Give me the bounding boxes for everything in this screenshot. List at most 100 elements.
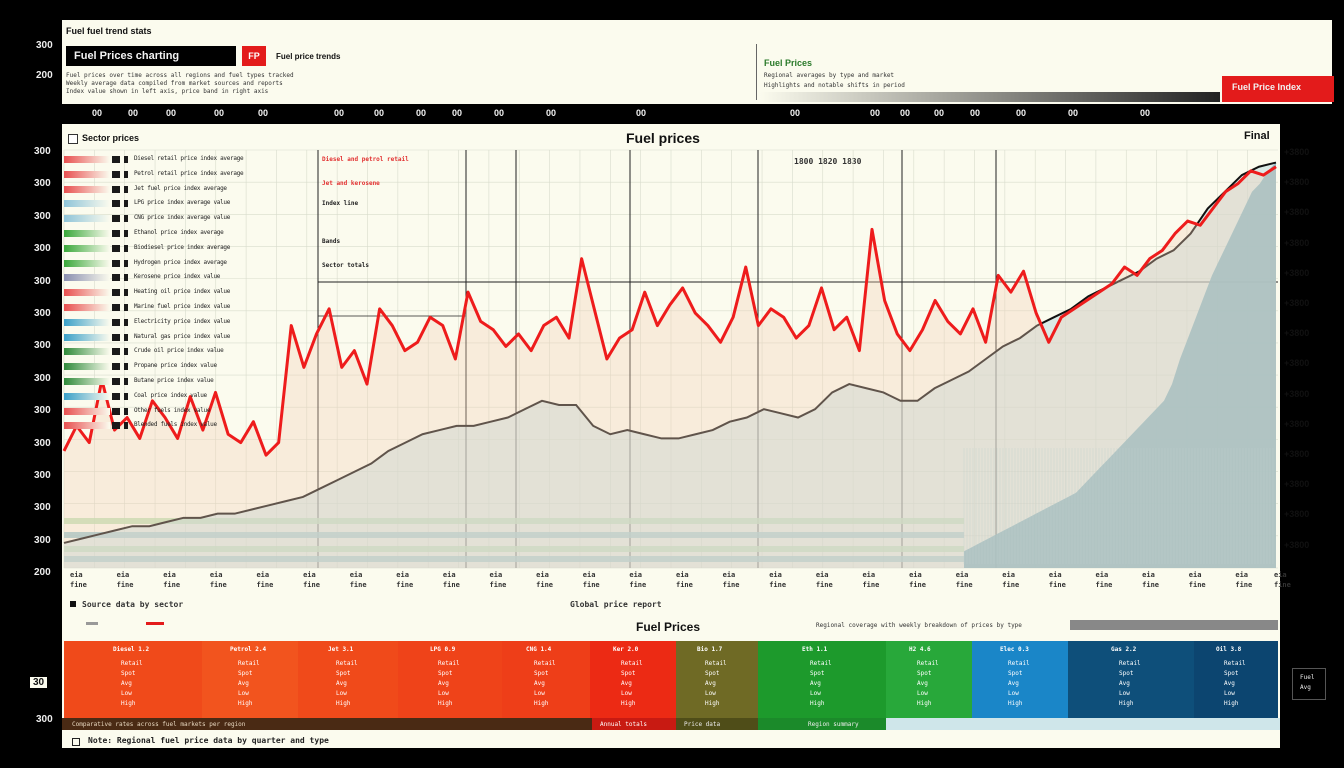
bottom-column-rows: Retail Spot Avg Low High	[810, 660, 832, 707]
legend-item[interactable]: Ethanol price index average	[64, 229, 314, 237]
bottom-strip-olive	[676, 718, 758, 730]
x-axis-tick-bottom: fine	[1274, 581, 1291, 589]
chart-annotation: 1800 1820 1830	[794, 157, 862, 166]
x-axis-tick-bottom: fine	[769, 581, 787, 589]
x-axis-tick-top: eia	[303, 571, 316, 579]
legend-item[interactable]: Jet fuel price index average	[64, 185, 314, 193]
legend-marker	[112, 244, 120, 252]
x-axis-tick-bottom: fine	[70, 581, 87, 589]
fuel-index-button[interactable]	[1222, 76, 1334, 102]
bottom-column[interactable]: Gas 2.2 Retail Spot Avg Low High	[1068, 641, 1194, 718]
left-axis-tick: 300	[34, 308, 51, 319]
left-axis-tick: 300	[34, 405, 51, 417]
x-axis-tick-bottom: fine	[862, 581, 880, 589]
legend-marker	[112, 156, 120, 163]
legend-swatch	[64, 259, 110, 267]
legend-marker-small	[124, 422, 128, 430]
bottom-column-head: Bio 1.7	[697, 646, 723, 653]
legend-item[interactable]: Natural gas price index value	[64, 332, 314, 341]
legend-checkbox[interactable]	[68, 134, 78, 144]
mid-legend-item: Index line	[322, 200, 359, 207]
legend-item[interactable]: Biodiesel price index average	[64, 244, 314, 252]
bottom-column[interactable]: H2 4.6 Retail Spot Avg Low High	[886, 641, 972, 718]
legend-label: Natural gas price index value	[134, 332, 231, 340]
legend-swatch	[64, 304, 110, 311]
bottom-column-rows: Retail Spot Avg Low High	[1224, 660, 1246, 707]
x-axis-tick-top: eia	[256, 571, 270, 579]
bottom-column[interactable]: Ker 2.0 Retail Spot Avg Low High	[590, 641, 676, 718]
header-tick-label: 00	[128, 108, 139, 118]
legend-label: Blended fuels index value	[134, 421, 217, 429]
legend-marker	[112, 185, 120, 193]
legend-marker-small	[124, 289, 128, 297]
left-axis-tick: 300	[34, 146, 51, 157]
footer-square	[72, 738, 80, 746]
bottom-grey-bar	[1070, 620, 1278, 630]
bottom-column[interactable]: Diesel 1.2 Retail Spot Avg Low High	[64, 641, 202, 718]
legend-marker-small	[124, 333, 128, 341]
legend-label: Heating oil price index value	[134, 288, 231, 296]
legend-item[interactable]: LPG price index average value	[64, 199, 314, 208]
x-axis-tick-bottom: fine	[349, 581, 367, 589]
legend-item[interactable]: Electricity price index value	[64, 318, 314, 326]
x-axis-tick-bottom: fine	[1048, 581, 1066, 589]
right-axis-tick: +3800	[1284, 388, 1310, 399]
header-title: Fuel Prices charting	[74, 50, 180, 62]
legend-swatch	[64, 348, 110, 356]
x-axis-tick-bottom: fine	[163, 581, 181, 589]
legend-item[interactable]: Diesel retail price index average	[64, 155, 314, 163]
middle-strip	[62, 596, 1280, 614]
right-axis-tick: +3800	[1284, 418, 1310, 429]
right-box-line-2: Avg	[1300, 684, 1311, 691]
legend-swatch	[64, 318, 110, 326]
legend-marker	[112, 259, 120, 267]
header-desc-1: Fuel prices over time across all regions…	[66, 72, 294, 79]
legend-item[interactable]: Coal price index value	[64, 392, 314, 400]
series-line-index	[63, 161, 1277, 544]
bottom-column[interactable]: Oil 3.8 Retail Spot Avg Low High	[1194, 641, 1278, 718]
legend-item[interactable]: Heating oil price index value	[64, 288, 314, 297]
header-tick-label: 00	[546, 108, 557, 118]
bottom-column-rows: Retail Spot Avg Low High	[534, 660, 556, 707]
x-axis-tick-top: eia	[1274, 571, 1287, 579]
header-tick-label: 00	[452, 108, 463, 118]
legend-item[interactable]: CNG price index average value	[64, 214, 314, 223]
header-badge[interactable]: FP	[242, 46, 266, 66]
legend-marker	[112, 422, 120, 430]
legend-item[interactable]: Marine fuel price index value	[64, 303, 314, 311]
x-axis-tick-bottom: fine	[955, 581, 973, 589]
top-axis-label-2: 200	[36, 70, 53, 81]
legend-item[interactable]: Hydrogen price index average	[64, 259, 314, 267]
legend-swatch	[64, 170, 110, 178]
right-axis-tick: +3800	[1284, 237, 1310, 248]
legend-marker-small	[124, 274, 128, 282]
bottom-column[interactable]: Elec 0.3 Retail Spot Avg Low High	[972, 641, 1068, 718]
bottom-column-rows: Retail Spot Avg Low High	[238, 660, 260, 707]
right-box[interactable]	[1292, 668, 1326, 700]
bottom-axis-label-1: 30	[30, 677, 48, 688]
x-axis-tick-top: eia	[909, 571, 922, 579]
legend-item[interactable]: Crude oil price index value	[64, 347, 314, 356]
legend-title: Sector prices	[82, 133, 140, 143]
legend-item[interactable]: Propane price index value	[64, 362, 314, 371]
legend-item[interactable]: Other fuels index value	[64, 407, 314, 415]
x-axis-tick-bottom: fine	[1188, 581, 1206, 589]
legend-marker	[112, 274, 120, 282]
bottom-column-head: LPG 0.9	[430, 646, 456, 653]
legend-item[interactable]: Butane price index value	[64, 377, 314, 385]
bottom-column[interactable]: Bio 1.7 Retail Spot Avg Low High	[676, 641, 758, 718]
legend-swatch	[64, 244, 110, 252]
bottom-column[interactable]: Petrol 2.4 Retail Spot Avg Low High	[202, 641, 298, 718]
legend-marker-small	[124, 378, 128, 385]
legend-item[interactable]: Petrol retail price index average	[64, 170, 314, 178]
bottom-column[interactable]: Eth 1.1 Retail Spot Avg Low High	[758, 641, 886, 718]
legend-item[interactable]: Kerosene price index value	[64, 273, 314, 282]
bottom-column[interactable]: LPG 0.9 Retail Spot Avg Low High	[398, 641, 502, 718]
left-axis-tick: 200	[34, 567, 51, 579]
legend-item[interactable]: Blended fuels index value	[64, 421, 314, 430]
x-axis-tick-bottom: fine	[303, 581, 320, 589]
bottom-column[interactable]: CNG 1.4 Retail Spot Avg Low High	[502, 641, 590, 718]
bottom-title: Fuel Prices	[636, 620, 701, 634]
x-axis-tick-top: eia	[769, 571, 782, 579]
bottom-column[interactable]: Jet 3.1 Retail Spot Avg Low High	[298, 641, 398, 718]
